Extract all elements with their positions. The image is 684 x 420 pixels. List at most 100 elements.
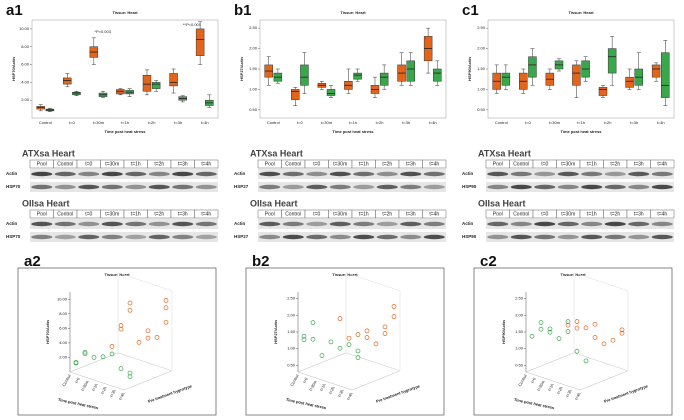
lane-label: t=3h bbox=[178, 161, 188, 167]
band bbox=[306, 184, 328, 190]
panel-label: b1 bbox=[234, 2, 252, 19]
lane-label: t=0 bbox=[313, 161, 320, 167]
band bbox=[282, 234, 304, 240]
lane-label: t=4h bbox=[201, 211, 211, 217]
x-tick-label: t=0 bbox=[297, 120, 303, 125]
band bbox=[353, 184, 375, 190]
lane-label: t=30m bbox=[105, 161, 119, 167]
point bbox=[301, 333, 307, 339]
y-tick-label: 1.50 bbox=[249, 66, 258, 71]
band bbox=[581, 221, 603, 227]
x-tick-label: t=2h bbox=[328, 386, 336, 395]
x-tick-label: t=1h bbox=[319, 383, 327, 392]
y-tick-label: 0.50 bbox=[249, 107, 258, 112]
y-axis-label: HSP90/Actin bbox=[467, 57, 472, 81]
band bbox=[376, 234, 398, 240]
point bbox=[592, 335, 598, 340]
x-tick-label: Control bbox=[61, 373, 72, 387]
point bbox=[145, 335, 151, 341]
band bbox=[557, 171, 579, 177]
box bbox=[142, 74, 152, 92]
band bbox=[534, 171, 556, 177]
lane-label: t=0 bbox=[313, 211, 320, 217]
band bbox=[487, 171, 509, 177]
row-label: Actin bbox=[6, 221, 18, 226]
y-tick-label: 2.00 bbox=[477, 46, 486, 51]
y-tick-label: 2.00 bbox=[59, 355, 68, 360]
blot-strip bbox=[486, 182, 674, 192]
row-label: Actin bbox=[462, 171, 474, 176]
x-tick-label: Control bbox=[495, 120, 508, 125]
y-tick-label: 1.50 bbox=[287, 329, 296, 334]
panel-label: c2 bbox=[480, 253, 497, 270]
plot-frame bbox=[31, 19, 219, 119]
chart-title: Tissue: Heart bbox=[112, 10, 138, 15]
point bbox=[82, 351, 88, 357]
lane-label: t=30m bbox=[333, 161, 347, 167]
point bbox=[346, 335, 352, 341]
band bbox=[195, 184, 217, 190]
band bbox=[148, 184, 170, 190]
band bbox=[31, 221, 53, 227]
box bbox=[169, 73, 178, 87]
y-tick-label: 1.50 bbox=[515, 329, 524, 334]
blot-strip bbox=[258, 182, 446, 192]
band bbox=[353, 221, 375, 227]
panel-frame bbox=[473, 267, 673, 416]
point bbox=[163, 319, 169, 325]
back-wall bbox=[573, 272, 629, 372]
band bbox=[376, 171, 398, 177]
lane-label: t=1h bbox=[587, 161, 597, 167]
y-tick-label: 2.50 bbox=[477, 25, 486, 30]
point bbox=[109, 351, 115, 357]
y-tick-label: 6.00 bbox=[59, 325, 68, 330]
panel-frame bbox=[17, 267, 217, 416]
lane-box bbox=[194, 159, 219, 169]
lane-box bbox=[650, 209, 675, 219]
x-axis-label: Time post heat stress bbox=[332, 129, 374, 134]
band bbox=[400, 171, 422, 177]
point bbox=[310, 336, 316, 342]
x-tick-label: t=4h bbox=[429, 120, 437, 125]
band bbox=[628, 234, 650, 240]
band bbox=[487, 234, 509, 240]
blot-title: OIIsa Heart bbox=[478, 198, 526, 208]
box bbox=[326, 89, 336, 96]
point bbox=[355, 355, 361, 360]
band bbox=[510, 234, 532, 240]
lane-label: t=2h bbox=[610, 211, 620, 217]
point bbox=[127, 374, 133, 380]
band bbox=[604, 234, 626, 240]
band bbox=[534, 184, 556, 190]
point bbox=[355, 348, 361, 354]
lane-box bbox=[422, 209, 447, 219]
box bbox=[433, 68, 442, 82]
lane-box bbox=[422, 159, 447, 169]
lane-label: t=1h bbox=[359, 211, 369, 217]
box bbox=[661, 52, 670, 98]
x-tick-label: t=4h bbox=[118, 392, 126, 401]
row-label: Actin bbox=[234, 221, 246, 226]
lane-label: t=3h bbox=[178, 211, 188, 217]
x-tick-label: Control bbox=[289, 373, 300, 387]
point bbox=[346, 342, 352, 347]
point bbox=[118, 326, 124, 332]
panel-frame bbox=[245, 267, 445, 416]
box bbox=[406, 60, 415, 82]
row-label: HSP27 bbox=[234, 234, 249, 239]
x-tick-label: t=3h bbox=[174, 120, 182, 125]
box bbox=[353, 72, 362, 80]
box bbox=[528, 56, 537, 78]
y-tick-label: 2.00 bbox=[287, 312, 296, 317]
x-tick-label: t=30m bbox=[536, 379, 546, 392]
band bbox=[259, 171, 281, 177]
point bbox=[73, 359, 79, 365]
blot-title: ATXsa Heart bbox=[478, 148, 531, 158]
point bbox=[583, 325, 589, 331]
x-tick-label: t=3h bbox=[109, 389, 117, 398]
band bbox=[31, 184, 53, 190]
blot-strip bbox=[486, 232, 674, 242]
band bbox=[510, 171, 532, 177]
lane-label: Pool bbox=[37, 161, 47, 167]
